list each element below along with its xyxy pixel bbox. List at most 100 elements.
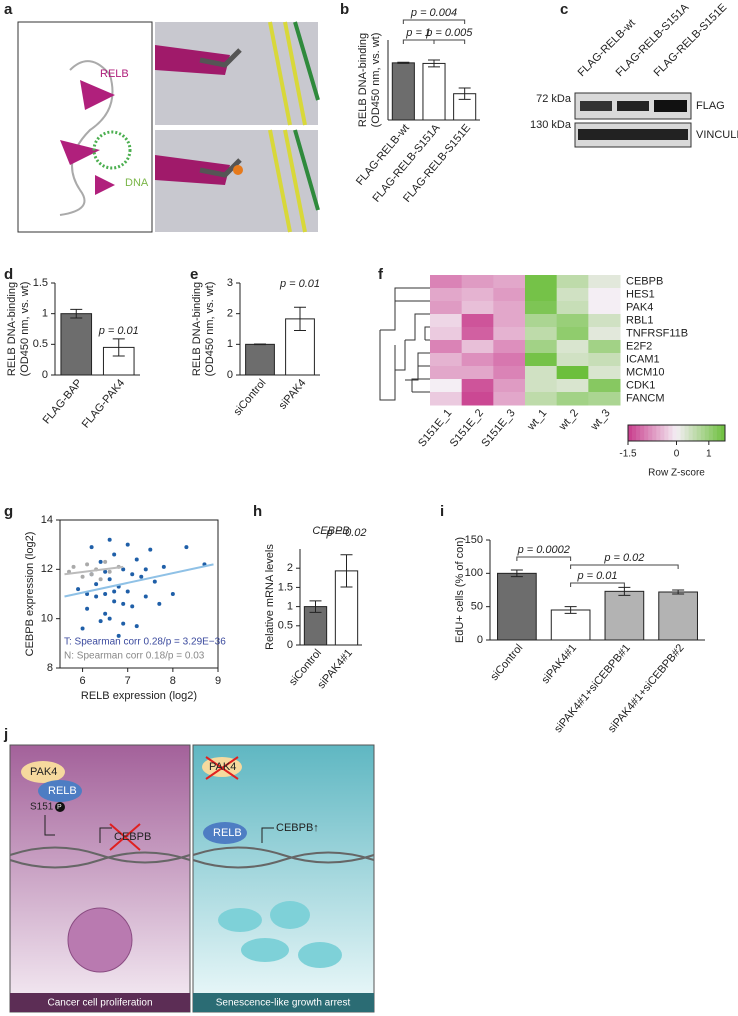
colorbar-step — [680, 425, 686, 441]
colorbar-step — [640, 425, 645, 441]
bar — [550, 609, 591, 641]
error-bar — [340, 554, 353, 588]
y-tick-label: 0.5 — [278, 620, 293, 632]
colorbar-step — [656, 425, 661, 441]
y-axis-label: Relative mRNA levels — [264, 544, 276, 650]
y-tick-label: 0 — [42, 369, 48, 381]
heat-cell — [525, 340, 558, 354]
y-tick-label: 12 — [41, 563, 53, 575]
point — [103, 559, 108, 564]
point — [112, 552, 117, 557]
heat-cell — [430, 327, 463, 341]
x-tick-label: 8 — [170, 675, 176, 687]
point — [134, 557, 139, 562]
heat-cell — [430, 392, 463, 406]
heat-cell — [588, 327, 621, 341]
annotation: p = 0.01 — [279, 278, 320, 290]
y-axis-label: RELB DNA-binding — [357, 33, 369, 127]
error-bar — [397, 61, 410, 64]
row-label: MCM10 — [626, 366, 665, 378]
column-label: wt_3 — [588, 407, 613, 433]
label: DNA — [125, 177, 149, 189]
y-tick-label: 3 — [227, 277, 233, 289]
bar — [245, 343, 275, 376]
colorbar-step — [668, 425, 673, 441]
band-label: VINCULIN — [696, 129, 738, 141]
row-label: PAK4 — [626, 301, 653, 313]
colorbar-step — [628, 425, 633, 441]
heat-cell — [588, 314, 621, 328]
bracket — [570, 582, 625, 587]
panel-letter: j — [3, 726, 8, 743]
x-axis-label: RELB expression (log2) — [81, 690, 197, 702]
colorbar-label: Row Z-score — [648, 468, 705, 479]
heat-cell — [461, 353, 494, 367]
band — [580, 101, 612, 111]
colorbar-step — [660, 425, 665, 441]
point — [103, 611, 108, 616]
panel-letter: f — [378, 266, 384, 283]
panel-letter: g — [4, 503, 13, 520]
error-bar — [564, 606, 577, 614]
heat-cell — [588, 392, 621, 406]
annotation: p = 0.02 — [603, 552, 644, 564]
marker: 130 kDa — [530, 119, 572, 131]
label: PAK4 — [209, 761, 236, 773]
panel-j: PAK4 RELB S151 P CEBPB Cancer cell proli… — [9, 744, 375, 1013]
point — [130, 604, 135, 609]
point — [116, 633, 121, 638]
colorbar-tick-label: 0 — [674, 449, 680, 460]
point — [85, 606, 90, 611]
heat-cell — [493, 301, 526, 315]
label: CEBPB — [114, 831, 151, 843]
heat-cell — [588, 379, 621, 393]
annotation: p = 0.01 — [576, 570, 617, 582]
colorbar-step — [708, 425, 714, 441]
structure-zoom — [155, 22, 318, 125]
bracket — [402, 19, 466, 24]
caption: Senescence-like growth arrest — [216, 998, 351, 1009]
y-tick-label: 1.5 — [278, 581, 293, 593]
point — [125, 542, 130, 547]
heat-cell — [430, 314, 463, 328]
heat-cell — [430, 301, 463, 315]
dna — [92, 130, 132, 170]
y-tick-label: 1.5 — [33, 277, 48, 289]
y-axis-label: CEBPB expression (log2) — [24, 532, 36, 657]
heat-cell — [556, 353, 589, 367]
error-bar — [458, 87, 471, 100]
heat-cell — [461, 327, 494, 341]
backbone — [59, 60, 114, 216]
point — [157, 601, 162, 606]
y-tick-label: 8 — [47, 662, 53, 674]
heat-cell — [525, 275, 558, 289]
colorbar-step — [704, 425, 710, 441]
bar — [604, 590, 645, 641]
heat-cell — [556, 314, 589, 328]
bracket — [402, 39, 435, 44]
relb — [203, 822, 247, 844]
heat-cell — [461, 314, 494, 328]
residue — [199, 48, 242, 178]
label: P — [57, 804, 62, 811]
annotation: p = 0.01 — [98, 325, 139, 337]
heat-cell — [556, 288, 589, 302]
bar — [658, 591, 698, 641]
point — [121, 567, 126, 572]
point — [107, 577, 112, 582]
colorbar-step — [720, 425, 726, 441]
heat-cell — [588, 288, 621, 302]
heat-cell — [430, 340, 463, 354]
heat-cell — [461, 275, 494, 289]
cells — [67, 907, 133, 973]
heat-cell — [588, 366, 621, 380]
point — [89, 572, 94, 577]
column-label: wt_2 — [556, 407, 581, 433]
point — [107, 569, 112, 574]
point — [76, 587, 81, 592]
error-bar — [672, 589, 685, 595]
row-label: E2F2 — [626, 340, 652, 352]
heat-cell — [430, 288, 463, 302]
arrow — [44, 815, 112, 843]
y-tick-label: 50 — [471, 601, 483, 613]
